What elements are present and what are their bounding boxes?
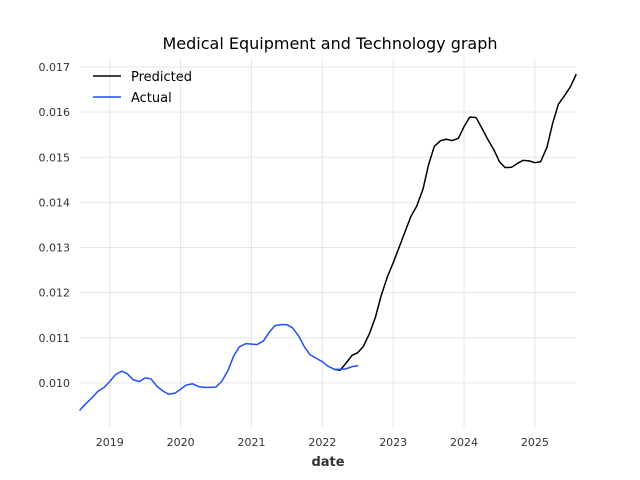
legend-label-actual: Actual	[131, 91, 172, 106]
y-tick-label: 0.012	[39, 287, 71, 300]
legend-label-predicted: Predicted	[131, 70, 192, 85]
x-tick-label: 2023	[379, 436, 407, 449]
y-tick-label: 0.016	[39, 106, 71, 119]
x-tick-label: 2024	[450, 436, 478, 449]
y-tick-label: 0.011	[39, 332, 71, 345]
legend: Predicted Actual	[93, 70, 192, 106]
y-gridlines	[80, 66, 576, 384]
series-line-actual	[79, 323, 359, 411]
x-tick-labels: 2019 2020 2021 2022 2023 2024 2025	[96, 436, 549, 449]
chart-title: Medical Equipment and Technology graph	[162, 34, 497, 53]
x-tick-label: 2020	[167, 436, 195, 449]
y-tick-label: 0.010	[39, 377, 71, 390]
y-tick-label: 0.017	[39, 61, 71, 74]
y-tick-label: 0.015	[39, 151, 71, 164]
series-layer	[79, 73, 577, 411]
x-gridlines	[109, 58, 536, 428]
series-line-predicted	[333, 73, 577, 371]
x-tick-label: 2019	[96, 436, 124, 449]
x-tick-label: 2025	[521, 436, 549, 449]
x-tick-label: 2022	[308, 436, 336, 449]
y-tick-label: 0.013	[39, 242, 71, 255]
y-tick-label: 0.014	[39, 196, 71, 209]
x-tick-label: 2021	[237, 436, 265, 449]
y-tick-labels: 0.010 0.011 0.012 0.013 0.014 0.015 0.016 0.017	[39, 61, 71, 390]
x-axis-label: date	[311, 455, 344, 470]
